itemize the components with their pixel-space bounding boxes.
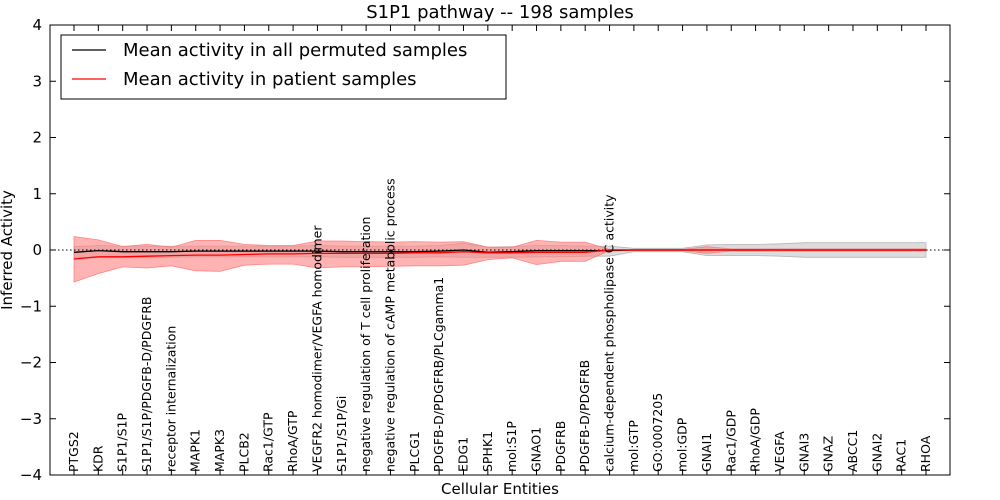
y-tick-label: 2: [32, 129, 42, 147]
x-tick-label: S1P1/S1P/PDGFB-D/PDGFRB: [139, 297, 154, 473]
x-tick-label: Rac1/GTP: [261, 412, 276, 472]
y-axis-label: Inferred Activity: [0, 190, 16, 310]
series-lines: [73, 249, 926, 260]
x-tick-label: PDGFB-D/PDGFRB/PLCgamma1: [431, 277, 446, 472]
x-tick-label: ABCC1: [845, 430, 860, 472]
x-tick-label: PLCG1: [407, 431, 422, 472]
x-tick-label: MAPK3: [212, 429, 227, 472]
legend-label-permuted: Mean activity in all permuted samples: [123, 40, 467, 61]
legend-box: [60, 34, 507, 100]
y-tick-label: 1: [32, 185, 42, 203]
x-tick-label: mol:S1P: [504, 421, 519, 472]
y-tick-label: −3: [20, 410, 42, 428]
y-axis-ticks: 4 3 2 1 0 −1 −2 −3 −4: [20, 16, 950, 484]
x-tick-label: PDGFRB: [553, 421, 568, 472]
x-tick-label: VEGFA: [772, 431, 787, 472]
x-tick-label: RHOA: [918, 435, 933, 472]
x-tick-label: mol:GTP: [626, 420, 641, 472]
x-tick-label: GNAI2: [869, 433, 884, 472]
line-series-1: [73, 249, 926, 260]
y-tick-label: 0: [32, 241, 42, 259]
x-tick-label: PTGS2: [66, 431, 81, 472]
y-tick-label: −2: [20, 354, 42, 372]
x-tick-label: GNAI3: [796, 433, 811, 472]
x-tick-label: KDR: [90, 445, 105, 472]
x-tick-label: S1P1/S1P: [115, 413, 130, 472]
y-tick-label: −4: [20, 466, 42, 484]
x-tick-label: RhoA/GTP: [285, 410, 300, 472]
x-tick-label: RhoA/GDP: [748, 408, 763, 472]
x-tick-label: RAC1: [894, 439, 909, 472]
x-tick-label: receptor internalization: [163, 326, 178, 472]
x-tick-label: S1P1/S1P/Gi: [334, 396, 349, 472]
x-tick-label: mol:GDP: [675, 417, 690, 472]
x-tick-label: MAPK1: [188, 429, 203, 472]
x-tick-label: GNAO1: [529, 427, 544, 472]
x-tick-label: GNAI1: [699, 433, 714, 472]
x-axis-ticks: PTGS2 KDR S1P1/S1P S1P1/S1P/PDGFB-D/PDGFRB r…: [66, 25, 933, 475]
x-tick-label: GNAZ: [821, 436, 836, 472]
x-tick-label: SPHK1: [480, 431, 495, 472]
x-tick-label: EDG1: [455, 437, 470, 472]
x-tick-label: negative regulation of T cell proliferat…: [358, 217, 373, 472]
x-tick-label: PLCB2: [236, 432, 251, 472]
legend: Mean activity in all permuted samples Me…: [60, 34, 507, 100]
legend-label-patient: Mean activity in patient samples: [123, 69, 417, 90]
x-tick-label: VEGFR2 homodimer/VEGFA homodimer: [309, 225, 324, 472]
y-tick-label: 3: [32, 72, 42, 90]
band-series-1: [73, 236, 927, 283]
x-axis-label: Cellular Entities: [441, 480, 559, 498]
x-tick-label: GO:0007205: [650, 393, 665, 472]
x-tick-label: PDGFB-D/PDGFRB: [577, 360, 592, 472]
y-tick-label: 4: [32, 16, 42, 34]
y-tick-label: −1: [20, 297, 42, 315]
x-tick-label: negative regulation of cAMP metabolic pr…: [382, 178, 397, 472]
x-tick-label: Rac1/GDP: [723, 410, 738, 472]
x-tick-label: calcium-dependent phospholipase C activi…: [602, 194, 617, 472]
chart-title: S1P1 pathway -- 198 samples: [366, 2, 634, 23]
confidence-bands: [73, 236, 927, 283]
